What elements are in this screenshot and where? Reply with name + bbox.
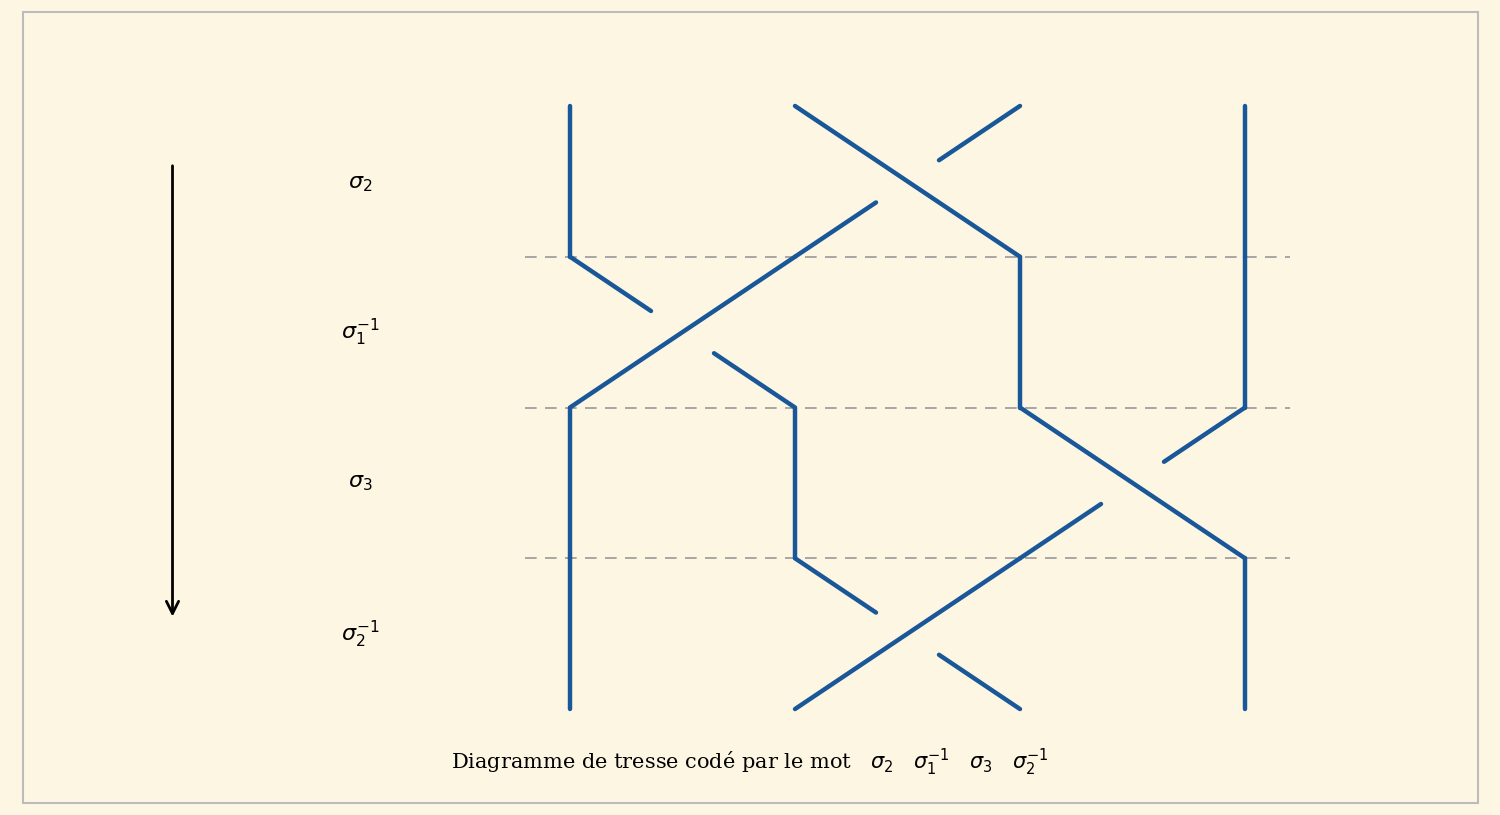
- Text: Diagramme de tresse codé par le mot   $\sigma_2$   $\sigma_1^{-1}$   $\sigma_3$ : Diagramme de tresse codé par le mot $\si…: [452, 747, 1048, 778]
- Text: $\sigma_2$: $\sigma_2$: [348, 173, 372, 194]
- Text: $\sigma_3$: $\sigma_3$: [348, 472, 372, 493]
- Text: $\sigma_1^{-1}$: $\sigma_1^{-1}$: [340, 317, 380, 348]
- Text: $\sigma_2^{-1}$: $\sigma_2^{-1}$: [340, 619, 380, 650]
